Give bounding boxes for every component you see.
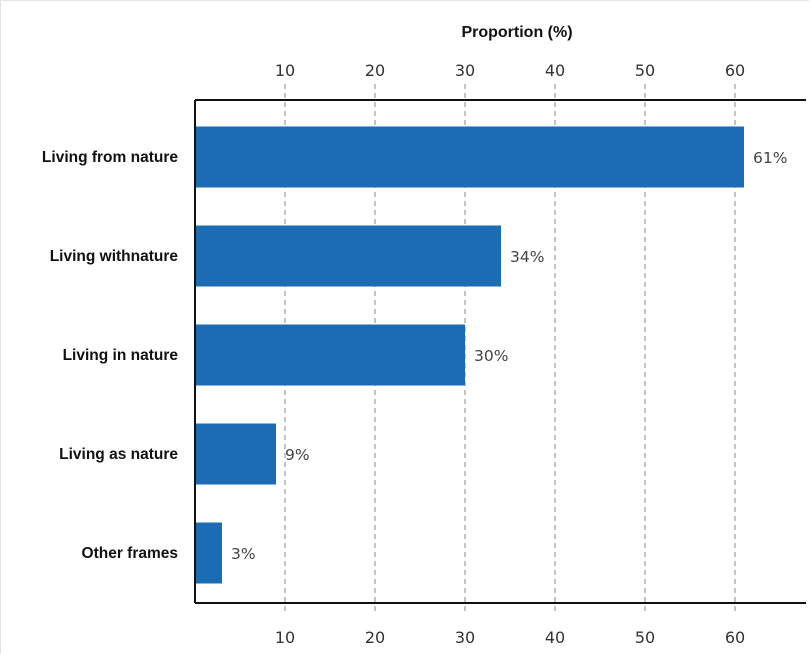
bar xyxy=(195,522,222,584)
bar xyxy=(195,423,276,485)
x-axis-title: Proportion (%) xyxy=(461,24,572,41)
bar xyxy=(195,225,501,287)
category-label: Living in nature xyxy=(63,347,179,364)
value-label: 3% xyxy=(231,545,256,563)
bar xyxy=(195,126,744,188)
x-tick-label-top: 20 xyxy=(365,61,385,80)
x-tick-label-top: 50 xyxy=(635,61,655,80)
x-tick-label-top: 30 xyxy=(455,61,475,80)
value-label: 9% xyxy=(285,446,310,464)
category-label: Living as nature xyxy=(59,446,178,463)
category-label: Living withnature xyxy=(50,248,179,265)
value-label: 61% xyxy=(753,149,787,167)
value-label: 30% xyxy=(474,347,508,365)
x-tick-label-bottom: 20 xyxy=(365,628,385,647)
category-label: Living from nature xyxy=(42,149,178,166)
x-tick-label-top: 60 xyxy=(725,61,745,80)
x-tick-label-top: 40 xyxy=(545,61,565,80)
x-tick-label-top: 10 xyxy=(275,61,295,80)
bar xyxy=(195,324,465,386)
x-tick-label-bottom: 40 xyxy=(545,628,565,647)
x-tick-label-bottom: 30 xyxy=(455,628,475,647)
category-label: Other frames xyxy=(82,545,178,562)
value-label: 34% xyxy=(510,248,544,266)
x-tick-label-bottom: 10 xyxy=(275,628,295,647)
x-tick-label-bottom: 50 xyxy=(635,628,655,647)
x-tick-label-bottom: 60 xyxy=(725,628,745,647)
